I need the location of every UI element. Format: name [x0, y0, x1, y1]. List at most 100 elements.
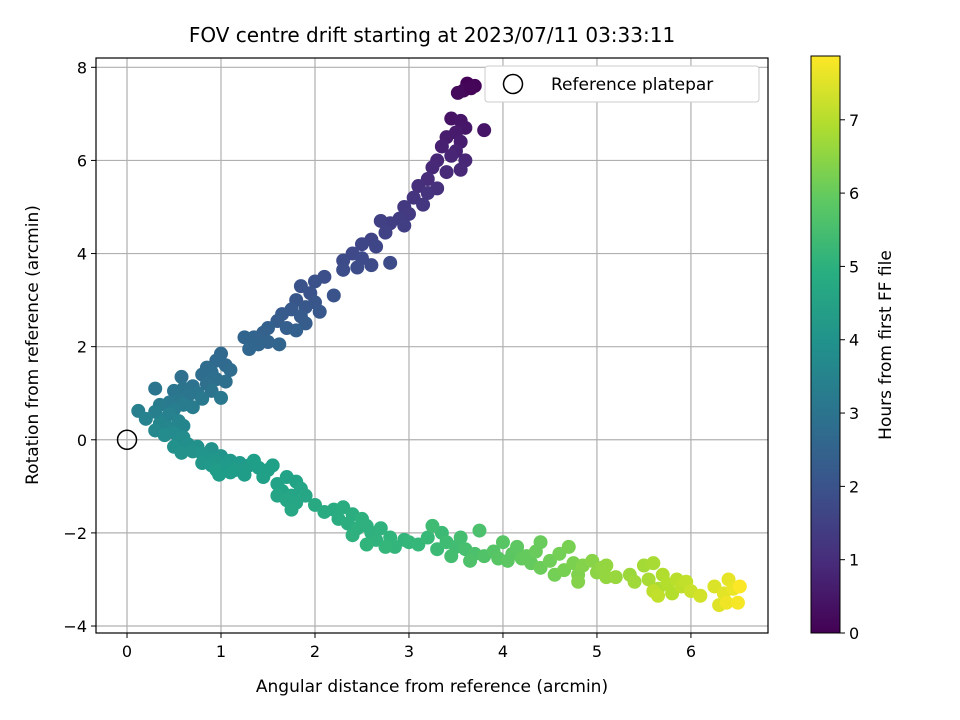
x-axis-label: Angular distance from reference (arcmin): [256, 677, 608, 697]
data-point: [237, 467, 252, 482]
data-point: [326, 288, 341, 303]
legend-box: [484, 65, 760, 103]
data-point: [425, 160, 440, 175]
data-point: [242, 341, 257, 356]
x-axis-ticks: 0 1 2 3 4 5 6: [122, 633, 696, 661]
data-point: [439, 165, 454, 180]
colorbar-tick-label: 3: [849, 404, 859, 423]
data-point: [345, 528, 360, 543]
data-point: [730, 595, 745, 610]
data-point: [719, 595, 734, 610]
data-point: [265, 458, 280, 473]
x-tick-label: 5: [592, 642, 602, 661]
data-point: [477, 123, 492, 138]
data-point: [195, 391, 210, 406]
y-tick-label: −4: [63, 617, 87, 636]
data-point: [450, 85, 465, 100]
y-tick-label: 2: [77, 338, 87, 357]
colorbar-label: Hours from first FF file: [876, 250, 896, 440]
data-point: [444, 148, 459, 163]
y-tick-label: 0: [77, 431, 87, 450]
data-point: [463, 553, 478, 568]
legend-label: Reference platepar: [551, 75, 713, 95]
x-tick-label: 1: [216, 642, 226, 661]
data-point: [212, 467, 227, 482]
data-point: [373, 521, 388, 536]
data-point: [533, 535, 548, 550]
data-point: [561, 539, 576, 554]
data-point: [416, 197, 431, 212]
data-point: [256, 470, 271, 485]
data-point: [354, 237, 369, 252]
y-tick-label: 8: [77, 58, 87, 77]
data-point: [608, 570, 623, 585]
data-point: [289, 323, 304, 338]
data-point: [693, 588, 708, 603]
colorbar-ticks: 0 1 2 3 4 5 6 7: [840, 111, 859, 643]
legend: Reference platepar: [484, 65, 760, 103]
data-point: [373, 213, 388, 228]
data-point: [174, 369, 189, 384]
data-point: [646, 556, 661, 571]
data-point: [185, 400, 200, 415]
data-point: [284, 502, 299, 517]
y-axis-ticks: −4 −2 0 2 4 6 8: [63, 58, 96, 636]
data-point: [651, 588, 666, 603]
x-tick-label: 3: [404, 642, 414, 661]
data-point: [434, 139, 449, 154]
data-point: [312, 304, 327, 319]
data-point: [599, 558, 614, 573]
data-point: [472, 523, 487, 538]
colorbar-tick-label: 0: [849, 624, 859, 643]
data-point: [364, 258, 379, 273]
data-point: [298, 488, 313, 503]
colorbar-tick-label: 7: [849, 111, 859, 130]
colorbar-tick-label: 6: [849, 184, 859, 203]
data-point: [246, 453, 261, 468]
data-point: [336, 262, 351, 277]
data-point: [453, 530, 468, 545]
y-tick-label: −2: [63, 524, 87, 543]
data-point: [627, 574, 642, 589]
data-point: [510, 539, 525, 554]
colorbar-tick-label: 4: [849, 331, 859, 350]
data-point: [420, 530, 435, 545]
data-point: [453, 162, 468, 177]
y-axis-label: Rotation from reference (arcmin): [23, 205, 43, 485]
data-point: [732, 579, 747, 594]
data-point: [378, 225, 393, 240]
data-point: [138, 411, 153, 426]
data-point: [218, 374, 233, 389]
data-point: [378, 539, 393, 554]
colorbar-tick-label: 2: [849, 477, 859, 496]
data-point: [495, 535, 510, 550]
data-point: [420, 186, 435, 201]
y-tick-label: 4: [77, 245, 87, 264]
x-tick-label: 4: [498, 642, 508, 661]
data-point: [369, 239, 384, 254]
x-tick-label: 2: [310, 642, 320, 661]
data-point: [214, 390, 229, 405]
data-point: [174, 445, 189, 460]
data-point: [641, 572, 656, 587]
data-point: [397, 218, 412, 233]
colorbar-tick-label: 1: [849, 551, 859, 570]
data-point: [223, 465, 238, 480]
plot-frame: [95, 57, 769, 634]
data-point: [223, 362, 238, 377]
reference-marker: [116, 429, 138, 451]
colorbar: [810, 55, 841, 634]
scatter-points: [131, 76, 747, 613]
grid: [96, 58, 768, 633]
data-point: [425, 518, 440, 533]
chart-title: FOV centre drift starting at 2023/07/11 …: [189, 23, 675, 47]
data-point: [464, 81, 479, 96]
data-point: [571, 574, 586, 589]
data-point: [350, 260, 365, 275]
colorbar-tick-label: 5: [849, 257, 859, 276]
data-point: [157, 428, 172, 443]
data-point: [359, 537, 374, 552]
data-point: [307, 274, 322, 289]
data-point: [237, 330, 252, 345]
